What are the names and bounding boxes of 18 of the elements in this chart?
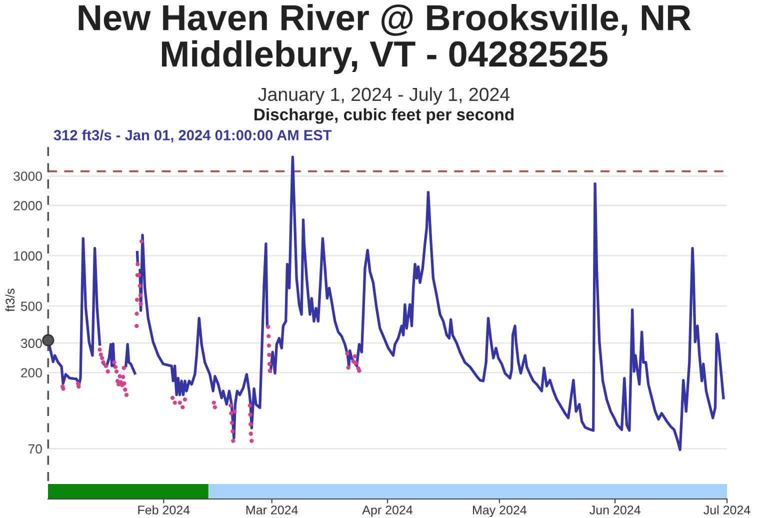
y-tick-label: 2000: [14, 201, 42, 210]
chart-subtitle: January 1, 2024 - July 1, 2024: [258, 87, 510, 105]
y-tick-label: 3000: [14, 172, 42, 181]
text: 312 ft3/s - Jan 01, 2024 01:00:00 AM EST: [54, 130, 332, 142]
x-tick-label: Jun 2024: [590, 506, 640, 514]
y-tick-label: 1000: [14, 251, 42, 261]
x-tick-label: Jul 2024: [704, 505, 750, 514]
x-tick-label: Apr 2024: [362, 506, 412, 517]
x-tick-label: Feb 2024: [138, 505, 190, 514]
y-tick-label: 200: [21, 368, 42, 378]
x-tick-label: May 2024: [473, 506, 527, 517]
y-tick-label: 70: [28, 444, 42, 454]
y-axis-title: ft3/s: [5, 288, 15, 312]
y-tick-label: 300: [20, 338, 42, 348]
text: Discharge, cubic feet per second: [254, 108, 514, 124]
x-tick-label: Mar 2024: [246, 506, 298, 514]
y-tick-label: 500: [20, 302, 42, 311]
chart-title: New Haven River @ Brooksville, NR Middlebury, VT - 04282525: [78, 4, 691, 74]
